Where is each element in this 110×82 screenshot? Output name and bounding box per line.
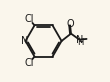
Text: Cl: Cl xyxy=(24,58,34,68)
Text: H: H xyxy=(77,38,83,47)
Text: O: O xyxy=(66,19,74,29)
Text: N: N xyxy=(21,36,28,46)
Text: Cl: Cl xyxy=(24,14,34,24)
Text: N: N xyxy=(76,35,84,45)
